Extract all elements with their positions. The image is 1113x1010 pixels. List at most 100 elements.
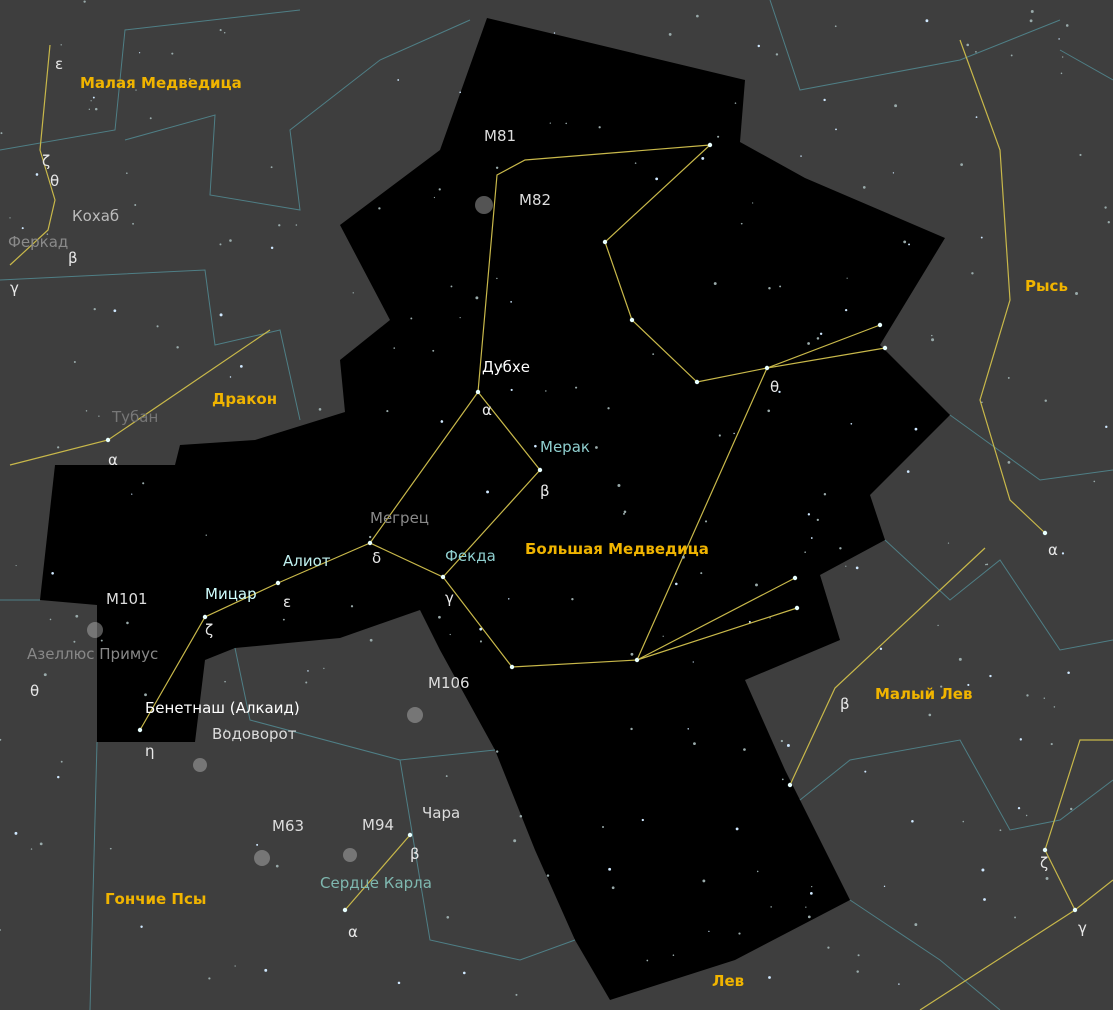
star [655, 177, 659, 181]
star [816, 518, 819, 522]
dipper [139, 391, 541, 731]
star [999, 829, 1002, 832]
boundary [89, 741, 98, 1010]
star [607, 407, 610, 410]
star [652, 353, 655, 355]
star [827, 946, 830, 949]
star [862, 186, 866, 189]
star [46, 233, 49, 235]
star [693, 742, 696, 746]
star [134, 203, 137, 206]
star [515, 993, 518, 996]
star [786, 744, 790, 747]
star [100, 639, 103, 642]
star [962, 820, 965, 823]
star [438, 188, 441, 191]
star [864, 770, 867, 773]
star [1010, 54, 1013, 57]
greek-label: α [1048, 541, 1058, 559]
star [88, 108, 91, 110]
greek-label: ζ [1040, 854, 1048, 872]
star [546, 874, 550, 877]
star [1007, 461, 1011, 464]
star [700, 572, 703, 575]
star [770, 906, 772, 908]
star [608, 867, 612, 871]
star [823, 98, 826, 102]
star [495, 750, 499, 753]
greek-label: δ [372, 549, 381, 567]
bright-star [602, 239, 608, 245]
star [702, 879, 706, 883]
star [931, 334, 933, 337]
star [278, 224, 281, 227]
star [903, 240, 907, 244]
star [239, 364, 243, 368]
star [1050, 742, 1053, 746]
star [14, 831, 18, 835]
star [475, 296, 479, 300]
star [352, 292, 354, 294]
star [350, 605, 354, 608]
star-label: Алиот [283, 552, 331, 570]
bright-star [707, 142, 713, 148]
greek-label: β [68, 249, 78, 267]
star [778, 390, 781, 394]
star [718, 434, 721, 437]
star-label: Мерак [540, 438, 590, 456]
star [256, 843, 259, 846]
star [307, 670, 309, 672]
greek-label: β [840, 695, 850, 713]
star [565, 122, 567, 125]
star [768, 287, 771, 290]
bright-star [105, 437, 111, 443]
star [264, 968, 268, 972]
boundary [399, 759, 576, 961]
star [856, 970, 859, 973]
star [958, 657, 962, 661]
star [937, 624, 939, 627]
star [857, 954, 860, 957]
star [595, 446, 598, 449]
star [0, 929, 1, 931]
star [433, 196, 436, 199]
star [1043, 697, 1046, 699]
galaxy [343, 848, 357, 862]
ursa-major-region [40, 18, 950, 1000]
figure-line [919, 909, 1076, 1010]
star [623, 510, 627, 514]
star [894, 104, 898, 108]
star [224, 729, 227, 732]
star [229, 376, 232, 378]
star [397, 79, 400, 81]
star [49, 618, 52, 621]
boundary [0, 9, 301, 151]
figure-line [959, 39, 1046, 534]
bright-star [794, 605, 800, 611]
star-label: Кохаб [72, 207, 119, 225]
star [623, 512, 625, 515]
greek-label: α [108, 451, 118, 469]
star [94, 107, 98, 111]
star [171, 52, 174, 55]
star [21, 227, 24, 230]
constellation-label: Малый Лев [875, 685, 972, 703]
star [446, 915, 450, 919]
boundary [234, 647, 496, 761]
star-label: Чара [422, 804, 460, 822]
bright-star [367, 540, 373, 546]
star [438, 615, 441, 619]
star [397, 981, 401, 985]
bright-star [629, 317, 635, 323]
star [708, 930, 710, 932]
star [767, 409, 771, 413]
star [740, 222, 743, 225]
boundary [949, 414, 1113, 481]
star [510, 388, 513, 392]
star [323, 667, 325, 670]
star [807, 342, 810, 345]
star [553, 32, 556, 34]
star [1104, 206, 1107, 209]
star [883, 885, 886, 888]
star [646, 959, 649, 962]
